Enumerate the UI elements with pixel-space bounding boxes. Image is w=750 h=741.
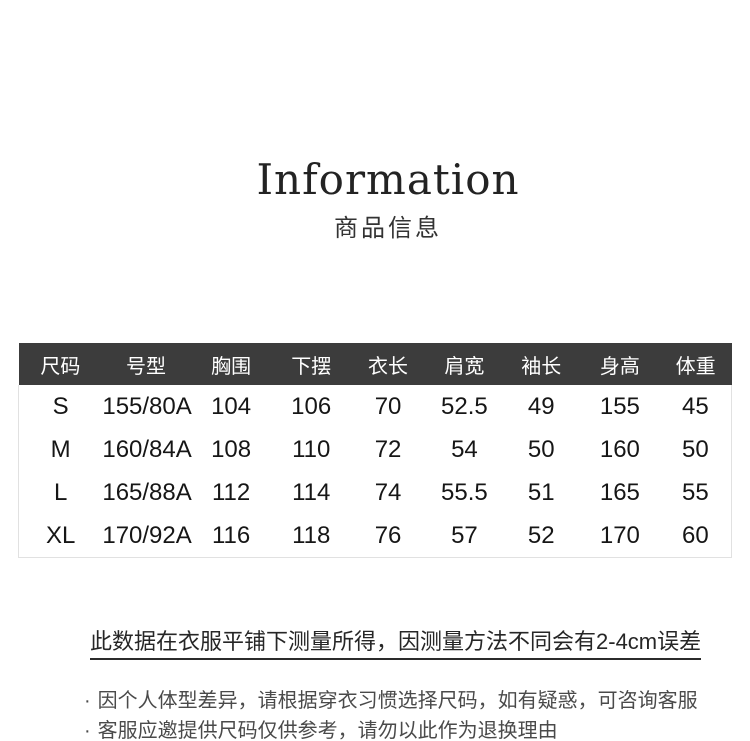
size-cell: 49 xyxy=(502,385,580,428)
size-cell: 160 xyxy=(579,428,660,471)
size-column-header: 下摆 xyxy=(272,343,350,385)
size-cell: 165 xyxy=(579,471,660,514)
size-table-row: M 160/84A 108 110 72 54 50 160 50 xyxy=(18,428,732,471)
size-table-body: S 155/80A 104 106 70 52.5 49 155 45 M 160/84A 108 11… xyxy=(18,385,732,558)
size-cell: 60 xyxy=(659,514,732,558)
size-cell: 50 xyxy=(659,428,732,471)
size-column-header: 号型 xyxy=(102,343,190,385)
size-cell: 76 xyxy=(349,514,427,558)
size-cell: 52.5 xyxy=(426,385,503,428)
note-text: 因个人体型差异，请根据穿衣习惯选择尺码，如有疑惑，可咨询客服 xyxy=(97,690,698,712)
size-cell: 54 xyxy=(426,428,503,471)
size-cell: 108 xyxy=(189,428,273,471)
page-subtitle: 商品信息 xyxy=(334,215,442,242)
size-cell: 170 xyxy=(579,514,660,558)
size-column-header: 胸围 xyxy=(189,343,273,385)
size-column-header: 衣长 xyxy=(349,343,427,385)
page-title: Information xyxy=(256,155,520,204)
size-cell: 165/88A xyxy=(102,471,192,514)
size-cell: 72 xyxy=(349,428,427,471)
size-cell: 110 xyxy=(272,428,350,471)
note-text: 客服应邀提供尺码仅供参考，请勿以此作为退换理由 xyxy=(97,720,558,741)
size-table-row: S 155/80A 104 106 70 52.5 49 155 45 xyxy=(18,385,732,428)
title-block: Information 商品信息 xyxy=(13,156,750,243)
size-cell: 55 xyxy=(659,471,732,514)
size-cell: 170/92A xyxy=(102,514,192,558)
size-cell: 55.5 xyxy=(426,471,503,514)
size-table-head: 尺码 号型 胸围 下摆 衣长 肩宽 袖长 身高 体重 xyxy=(18,343,732,385)
measurement-note: 此数据在衣服平铺下测量所得，因测量方法不同会有2-4cm误差 xyxy=(90,629,702,660)
size-cell: 112 xyxy=(189,471,273,514)
measurement-note-text: 此数据在衣服平铺下测量所得，因测量方法不同会有2-4cm误差 xyxy=(90,629,702,660)
size-cell: 155 xyxy=(579,385,660,428)
size-cell: 51 xyxy=(502,471,580,514)
size-column-header: 袖长 xyxy=(502,343,580,385)
size-cell: S xyxy=(18,385,103,428)
size-chart-table: 尺码 号型 胸围 下摆 衣长 肩宽 袖长 身高 体重 S 155/80A 104 106 70 52.5 4… xyxy=(18,343,732,558)
size-cell: 57 xyxy=(426,514,503,558)
size-table-row: L 165/88A 112 114 74 55.5 51 165 55 xyxy=(18,471,732,514)
size-column-header: 肩宽 xyxy=(426,343,503,385)
size-cell: L xyxy=(18,471,103,514)
bullet-icon: · xyxy=(84,690,91,712)
size-cell: 70 xyxy=(349,385,427,428)
size-cell: 155/80A xyxy=(102,385,192,428)
size-cell: 106 xyxy=(272,385,350,428)
size-cell: 116 xyxy=(189,514,273,558)
size-column-header: 身高 xyxy=(579,343,660,385)
list-item: · 因个人体型差异，请根据穿衣习惯选择尺码，如有疑惑，可咨询客服 xyxy=(84,686,698,716)
size-cell: 114 xyxy=(272,471,350,514)
size-cell: 104 xyxy=(189,385,273,428)
size-cell: XL xyxy=(18,514,103,558)
size-column-header: 体重 xyxy=(659,343,732,385)
size-table-header-row: 尺码 号型 胸围 下摆 衣长 肩宽 袖长 身高 体重 xyxy=(18,343,732,385)
size-table-row: XL 170/92A 116 118 76 57 52 170 60 xyxy=(18,514,732,558)
size-cell: 74 xyxy=(349,471,427,514)
size-column-header: 尺码 xyxy=(18,343,103,385)
size-cell: 160/84A xyxy=(102,428,192,471)
size-cell: 118 xyxy=(272,514,350,558)
size-cell: 50 xyxy=(502,428,580,471)
service-notes-list: · 因个人体型差异，请根据穿衣习惯选择尺码，如有疑惑，可咨询客服 · 客服应邀提供尺… xyxy=(84,686,698,741)
size-cell: 45 xyxy=(659,385,732,428)
size-cell: 52 xyxy=(502,514,580,558)
list-item: · 客服应邀提供尺码仅供参考，请勿以此作为退换理由 xyxy=(84,716,698,741)
size-cell: M xyxy=(18,428,103,471)
bullet-icon: · xyxy=(84,720,91,741)
